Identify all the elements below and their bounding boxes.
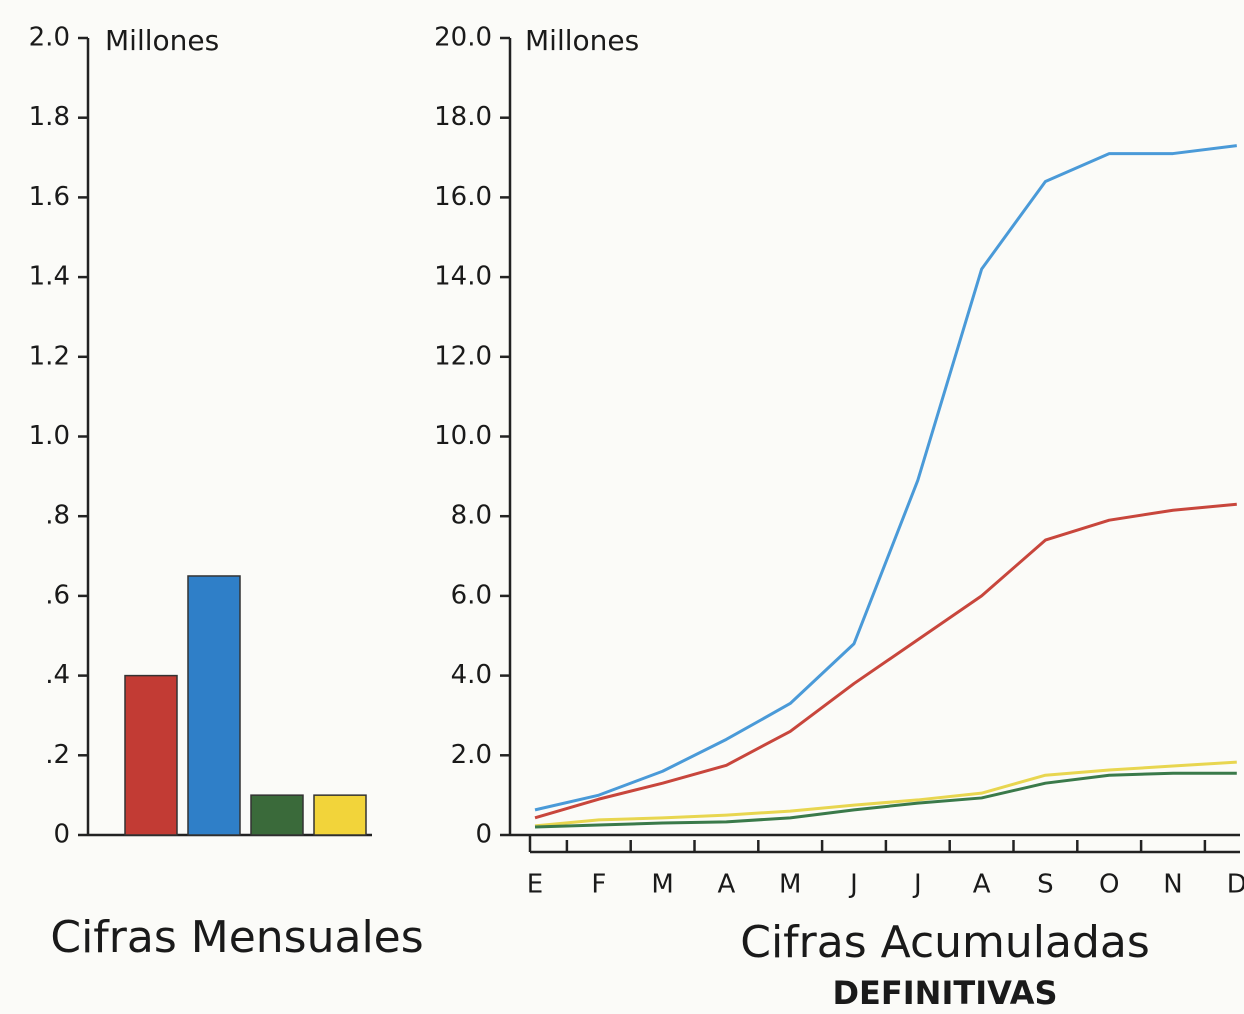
line-series [534, 144, 1237, 812]
y-tick-label: 1.4 [29, 262, 70, 292]
bar [187, 575, 241, 836]
x-tick-label: E [527, 870, 543, 900]
x-tick-label: J [912, 870, 922, 900]
y-tick-label: 4.0 [451, 660, 492, 690]
y-tick-label: 14.0 [434, 262, 492, 292]
bar [313, 794, 367, 836]
y-tick-label: 8.0 [451, 501, 492, 531]
y-tick-label: 0 [53, 820, 70, 850]
y-tick-label: 20.0 [434, 23, 492, 53]
chart-subtitle: DEFINITIVAS [832, 974, 1057, 1012]
line-series [534, 771, 1237, 829]
y-tick-label: .2 [45, 740, 70, 770]
x-tick-label: D [1227, 870, 1244, 900]
y-tick-label: 16.0 [434, 182, 492, 212]
y-tick-label: 18.0 [434, 102, 492, 132]
y-tick-label: 1.0 [29, 421, 70, 451]
y-tick-label: 1.2 [29, 341, 70, 371]
line-series [534, 760, 1237, 828]
y-tick-label: .6 [45, 580, 70, 610]
bar [124, 674, 178, 836]
unit-label: Millones [525, 24, 639, 57]
y-tick-label: 1.8 [29, 102, 70, 132]
y-tick-label: 2.0 [29, 23, 70, 53]
y-tick-label: 1.6 [29, 182, 70, 212]
chart-title: Cifras Acumuladas [740, 917, 1150, 968]
x-tick-label: A [718, 870, 736, 900]
x-tick-label: M [779, 870, 801, 900]
unit-label: Millones [105, 24, 219, 57]
x-tick-label: S [1037, 870, 1054, 900]
y-tick-label: 12.0 [434, 341, 492, 371]
y-tick-label: 10.0 [434, 421, 492, 451]
y-tick-label: .8 [45, 501, 70, 531]
y-tick-label: 2.0 [451, 740, 492, 770]
x-tick-label: M [651, 870, 673, 900]
chart-title: Cifras Mensuales [50, 912, 423, 963]
bar [250, 794, 304, 836]
x-tick-label: J [848, 870, 858, 900]
x-tick-label: O [1099, 870, 1119, 900]
y-tick-label: 0 [475, 820, 492, 850]
y-tick-label: .4 [45, 660, 70, 690]
x-tick-label: F [591, 870, 606, 900]
x-tick-label: A [973, 870, 991, 900]
line-series [534, 502, 1237, 820]
y-tick-label: 6.0 [451, 580, 492, 610]
x-tick-label: N [1163, 870, 1182, 900]
